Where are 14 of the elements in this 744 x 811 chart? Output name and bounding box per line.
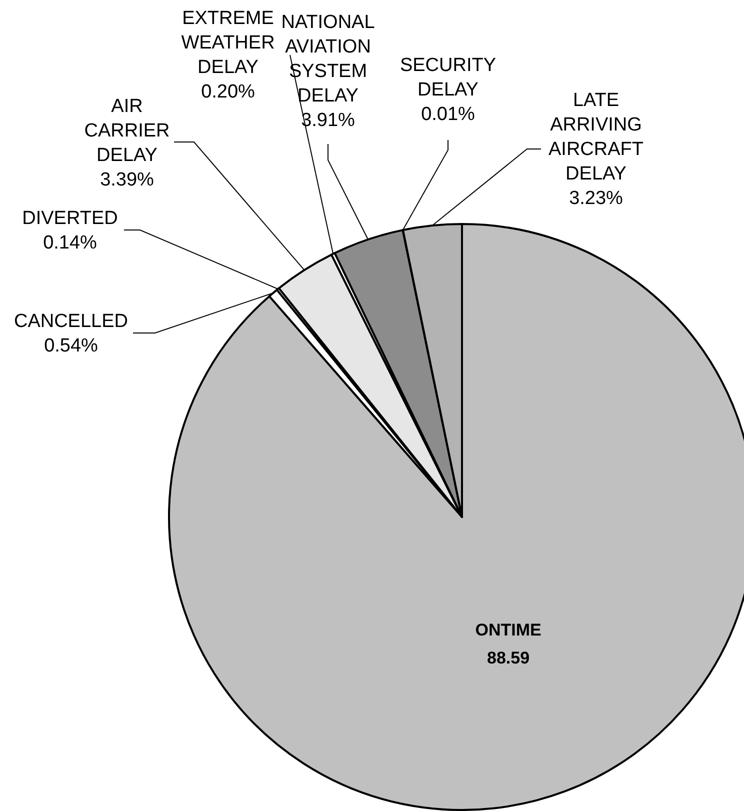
data-label: 3.23% xyxy=(569,188,624,209)
slice-label: SECURITY DELAY xyxy=(400,55,496,100)
slice-label: LATE ARRIVING AIRCRAFT DELAY xyxy=(548,90,644,184)
slice-label: CANCELLED xyxy=(14,311,128,332)
data-label: 0.14% xyxy=(43,232,98,254)
data-label: 3.39% xyxy=(100,170,154,190)
slice-label: AIR CARRIER DELAY xyxy=(84,96,170,166)
slice-label: ONTIME xyxy=(475,620,542,640)
data-label: 0.54% xyxy=(44,336,98,356)
data-label: 88.59 xyxy=(487,648,530,668)
data-label: 0.01% xyxy=(421,104,476,125)
slice-label: DIVERTED xyxy=(22,208,118,229)
slice-label: EXTREME WEATHER DELAY xyxy=(181,8,275,78)
data-label: 0.20% xyxy=(201,82,256,102)
